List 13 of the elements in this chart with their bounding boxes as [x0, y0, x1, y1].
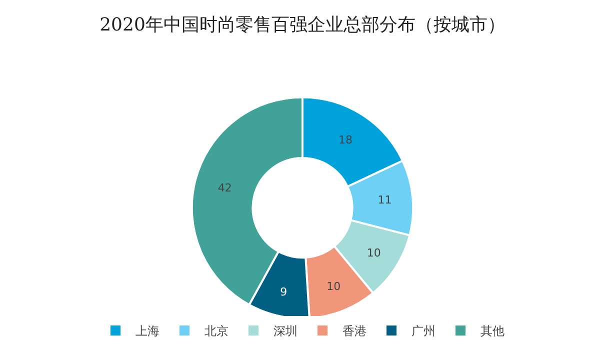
legend-label: 北京: [204, 324, 228, 338]
legend-label: 香港: [342, 324, 366, 338]
data-label: 42: [218, 181, 232, 194]
legend-label: 其他: [480, 324, 504, 338]
legend-label: 上海: [136, 324, 160, 338]
data-label: 9: [280, 286, 288, 299]
data-label: 10: [366, 246, 381, 260]
legend-label: 广州: [412, 324, 436, 338]
legend-label: 深圳: [274, 324, 298, 338]
data-label: 11: [378, 194, 392, 207]
chart-title: 2020年中国时尚零售百强企业总部分布（按城市）: [100, 14, 506, 36]
data-label: 10: [326, 280, 341, 293]
data-label: 18: [338, 134, 352, 147]
